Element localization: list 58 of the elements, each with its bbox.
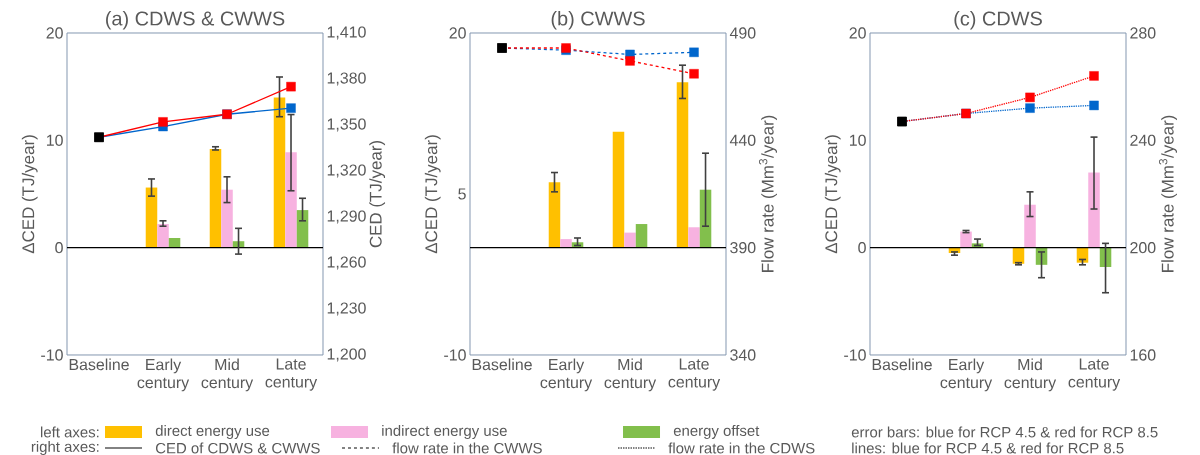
- x-tick-label: Mid century: [1004, 358, 1057, 392]
- text: lines: blue for RCP 4.5 & red for RCP 8.5: [852, 442, 1124, 454]
- x-tick-label: Early century: [940, 358, 993, 392]
- y-tick-label: 20: [449, 27, 466, 39]
- y-axis-title: ΔCED (TJ/year): [824, 135, 841, 254]
- y-tick-label: 0: [858, 242, 866, 254]
- y-tick-label: -10: [444, 349, 466, 361]
- y-axis-title: ΔCED (TJ/year): [424, 135, 441, 254]
- x-tick-label: Baseline: [69, 358, 129, 371]
- y-tick-label: 5: [458, 188, 466, 200]
- x-tick-label: Mid century: [201, 358, 254, 392]
- text: left axes:: [41, 426, 99, 438]
- x-tick-label: Late century: [265, 358, 318, 391]
- y-tick-label: -10: [41, 349, 63, 361]
- x-tick-label: Late century: [668, 358, 721, 391]
- y-tick-label: 20: [46, 27, 63, 39]
- text: right axes:: [31, 441, 99, 455]
- y2-tick-label: 1,410: [327, 26, 366, 40]
- y-axis-title: ΔCED (TJ/year): [21, 135, 38, 254]
- y2-tick-label: 1,230: [327, 302, 366, 316]
- x-tick-label: Baseline: [872, 358, 932, 371]
- y2-axis-title: Flow rate (Mm$^{3}$/year): [1158, 115, 1178, 272]
- y2-axis-title: CED (TJ/year): [369, 140, 386, 248]
- x-tick-label: Baseline: [472, 358, 532, 371]
- y2-tick-label: 240: [1130, 134, 1156, 146]
- y2-axis-title: Flow rate (Mm$^{3}$/year): [758, 115, 778, 272]
- chart-title: (a) CDWS & CWWS: [106, 10, 285, 30]
- y2-tick-label: 490: [729, 27, 756, 39]
- y-tick-label: 0: [55, 242, 63, 254]
- y2-tick-label: 1,350: [327, 118, 366, 132]
- legend-label: energy offset: [673, 425, 760, 439]
- y2-tick-label: 1,290: [327, 210, 366, 224]
- text: CED of CDWS & CWWS: [155, 442, 320, 454]
- x-tick-label: Early century: [137, 358, 190, 392]
- y2-tick-label: 390: [730, 242, 756, 254]
- chart-title: (b) CWWS: [551, 10, 645, 30]
- x-tick-label: Late century: [1068, 358, 1121, 391]
- y-tick-label: 10: [46, 134, 63, 146]
- y2-tick-label: 1,200: [327, 348, 366, 362]
- y-tick-label: 20: [849, 27, 866, 39]
- y2-tick-label: 1,320: [327, 164, 366, 178]
- y-tick-label: 10: [849, 134, 866, 146]
- legend-label: direct energy use: [155, 425, 270, 439]
- y2-tick-label: 340: [730, 349, 756, 361]
- legend-label: indirect energy use: [382, 425, 507, 439]
- y2-tick-label: 440: [729, 134, 756, 146]
- x-tick-label: Mid century: [604, 358, 657, 392]
- text: flow rate in the CWWS: [392, 442, 542, 454]
- x-tick-label: Early century: [540, 358, 593, 392]
- text: error bars: blue for RCP 4.5 & red for RCP 8.5: [851, 426, 1158, 438]
- y-tick-label: -10: [844, 349, 866, 361]
- y2-tick-label: 160: [1130, 349, 1156, 361]
- chart-title: (c) CDWS: [954, 10, 1042, 30]
- y2-tick-label: 1,260: [327, 256, 366, 270]
- y2-tick-label: 200: [1130, 242, 1156, 254]
- y2-tick-label: 280: [1130, 27, 1156, 39]
- text: flow rate in the CDWS: [668, 442, 815, 454]
- y2-tick-label: 1,380: [327, 72, 366, 86]
